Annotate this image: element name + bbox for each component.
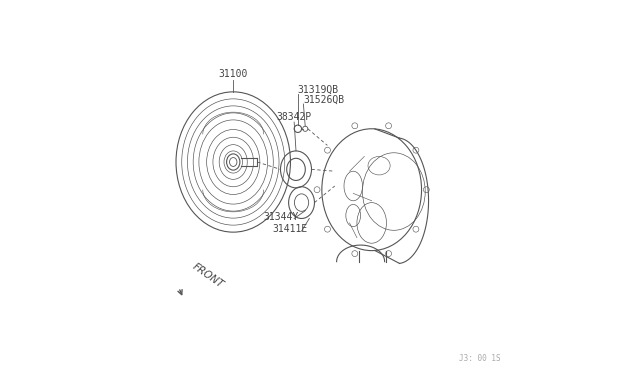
Text: 31319QB: 31319QB <box>298 85 339 95</box>
Text: 31411E: 31411E <box>273 224 308 234</box>
Text: 31100: 31100 <box>218 69 248 79</box>
Text: 31526QB: 31526QB <box>303 95 344 105</box>
Text: J3: 00 1S: J3: 00 1S <box>460 354 501 363</box>
Text: FRONT: FRONT <box>191 262 225 290</box>
Text: 38342P: 38342P <box>276 112 312 122</box>
Text: 31344Y: 31344Y <box>264 212 299 222</box>
